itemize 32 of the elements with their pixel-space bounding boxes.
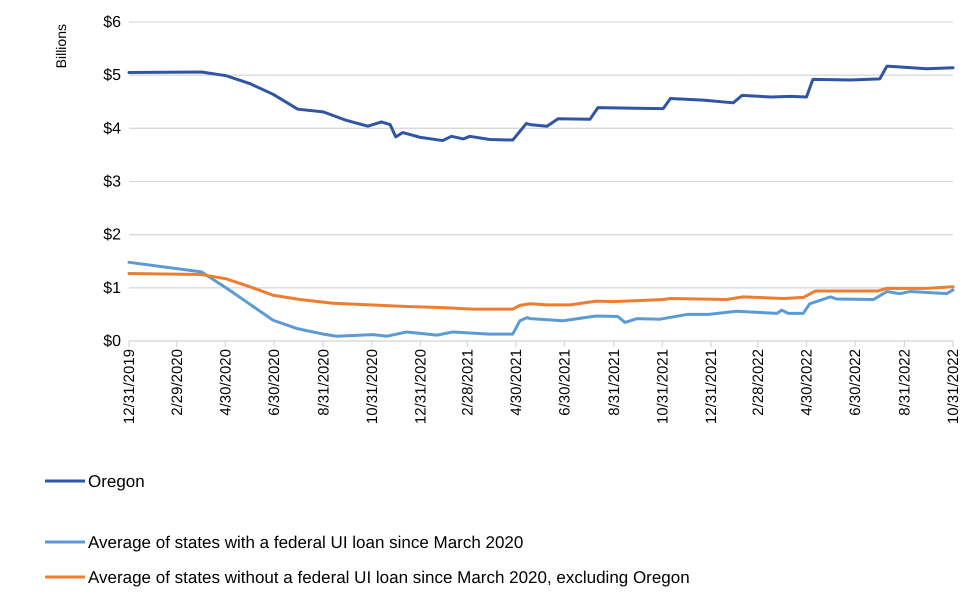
- x-tick-label: 6/30/2021: [556, 349, 574, 416]
- x-tick-label: 6/30/2020: [266, 349, 283, 416]
- legend-label: Average of states with a federal UI loan since March 2020: [88, 533, 524, 552]
- line-series: [128, 260, 954, 338]
- x-tick-label: 10/31/2021: [654, 349, 672, 424]
- x-tick-label: 2/29/2020: [168, 349, 186, 416]
- x-tick-label: 10/31/2020: [364, 349, 381, 424]
- x-tick-label: 4/30/2020: [217, 349, 234, 416]
- x-tick-label: 12/31/2021: [702, 349, 720, 424]
- y-tick-label: $3: [103, 174, 122, 190]
- y-tick-label: $4: [103, 120, 122, 138]
- x-tick-label: 12/31/2019: [121, 349, 138, 424]
- x-tick-label: 10/31/2022: [945, 349, 962, 424]
- x-tick-label: 12/31/2020: [412, 349, 430, 424]
- x-tick-label: 4/30/2022: [798, 349, 816, 416]
- y-tick-label: $6: [103, 14, 122, 31]
- legend-label: Average of states without a federal UI loan since March 2020, excluding Oregon: [88, 568, 690, 587]
- x-tick-label: 8/31/2020: [315, 349, 332, 416]
- y-axis-title: Billions: [53, 24, 69, 68]
- line-series: [128, 64, 954, 142]
- y-tick-label: $1: [103, 280, 122, 297]
- x-tick-label: 2/28/2022: [750, 349, 767, 416]
- y-tick-label: $2: [103, 226, 122, 244]
- x-tick-label: 2/28/2021: [459, 349, 476, 416]
- x-tick-label: 4/30/2021: [508, 349, 525, 416]
- x-tick-label: 8/31/2021: [606, 349, 623, 416]
- legend-label: Oregon: [88, 472, 145, 491]
- line-series: [128, 272, 954, 311]
- x-tick-label: 6/30/2022: [847, 349, 864, 416]
- y-tick-label: $5: [103, 67, 122, 84]
- x-tick-label: 8/31/2022: [896, 349, 914, 416]
- y-tick-label: $0: [103, 333, 122, 350]
